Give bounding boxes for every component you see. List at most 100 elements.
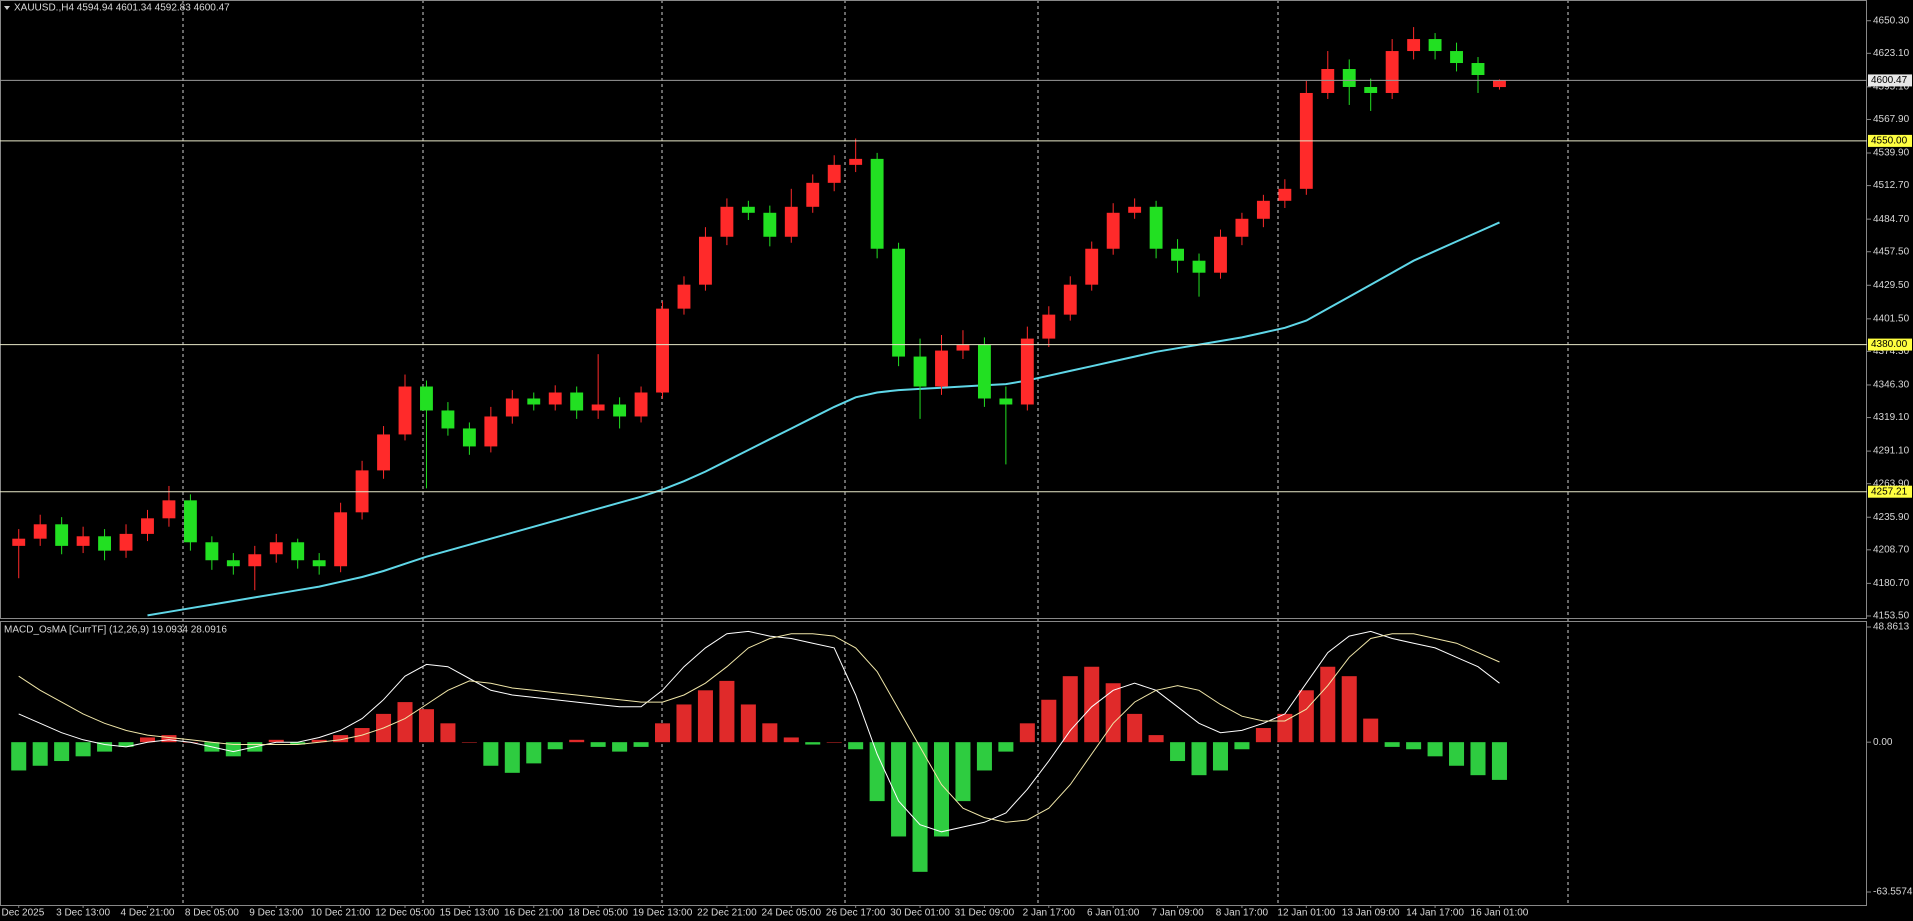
osma-bar	[590, 742, 606, 747]
price-level-label: 4600.47	[1871, 75, 1908, 86]
candle-body	[699, 236, 712, 285]
y-tick-label: 4539.90	[1873, 148, 1910, 159]
candle-body	[1450, 51, 1463, 64]
osma-bar	[1406, 742, 1422, 750]
x-tick-label: 2 Jan 17:00	[1023, 908, 1076, 919]
y-tick-label: 4263.90	[1873, 478, 1910, 489]
candle-body	[1256, 200, 1270, 219]
osma-bar	[268, 739, 284, 743]
candle-body	[398, 386, 412, 435]
menu-arrow[interactable]	[4, 6, 10, 10]
osma-bar	[225, 742, 241, 757]
macd-line	[18, 633, 1500, 823]
y-tick-label: 4180.70	[1873, 578, 1910, 589]
osma-bar	[912, 742, 928, 872]
y-tick-label: 4346.30	[1873, 380, 1910, 391]
candle-body	[977, 344, 991, 399]
price-level-box	[1868, 485, 1912, 498]
price-level-box	[1868, 134, 1912, 147]
x-tick-label: 19 Dec 13:00	[633, 908, 693, 919]
x-tick-label: 12 Dec 05:00	[375, 908, 435, 919]
osma-bar	[97, 742, 113, 752]
osma-bar	[311, 739, 327, 743]
y-tick-label: -63.5574	[1873, 887, 1913, 898]
candle-body	[484, 416, 498, 447]
candle-body	[205, 542, 219, 561]
osma-bar	[526, 742, 542, 764]
y-tick-label: 4208.70	[1873, 544, 1910, 555]
osma-bar	[1363, 718, 1379, 743]
y-tick-label: 4374.30	[1873, 346, 1910, 357]
candle-body	[1278, 188, 1292, 201]
candle-body	[763, 212, 777, 237]
osma-bar	[1191, 742, 1207, 776]
osma-bar	[32, 742, 48, 766]
x-tick-label: 22 Dec 21:00	[697, 908, 757, 919]
osma-bar	[805, 742, 821, 745]
osma-bar	[1320, 666, 1336, 743]
y-tick-label: 4623.10	[1873, 48, 1910, 59]
osma-bar	[1041, 699, 1057, 743]
osma-bar	[1255, 728, 1271, 743]
osma-bar	[569, 739, 585, 743]
candle-body	[1149, 206, 1163, 249]
y-tick-label: 48.8613	[1873, 622, 1910, 633]
x-tick-label: 26 Dec 17:00	[826, 908, 886, 919]
candle-body	[226, 560, 240, 567]
y-tick-label: 4484.70	[1873, 214, 1910, 225]
candle-body	[613, 404, 627, 417]
candle-body	[806, 182, 820, 207]
main-panel-frame	[0, 0, 1867, 619]
y-tick-label: 4457.50	[1873, 246, 1910, 257]
candle-body	[334, 512, 348, 567]
osma-bar	[719, 680, 735, 743]
candle-body	[1106, 212, 1120, 249]
x-tick-label: 18 Dec 05:00	[568, 908, 628, 919]
osma-bar	[1341, 676, 1357, 743]
y-tick-label: 4429.50	[1873, 280, 1910, 291]
osma-bar	[1084, 666, 1100, 743]
candle-body	[784, 206, 798, 237]
candle-body	[570, 392, 584, 411]
candle-body	[1493, 80, 1506, 88]
osma-bar	[955, 742, 971, 802]
x-tick-label: 30 Dec 01:00	[890, 908, 950, 919]
osma-bar	[118, 742, 134, 747]
osma-bar	[998, 742, 1014, 752]
price-level-label: 4257.21	[1871, 486, 1908, 497]
osma-bar	[504, 742, 520, 773]
x-tick-label: 3 Dec 13:00	[56, 908, 110, 919]
candle-body	[741, 206, 755, 213]
candle-body	[1342, 69, 1356, 87]
osma-bar	[1170, 742, 1186, 762]
osma-bar	[848, 742, 864, 750]
candle-body	[98, 536, 112, 551]
candle-body	[1020, 338, 1034, 405]
x-tick-label: 7 Jan 09:00	[1151, 908, 1204, 919]
osma-bar	[139, 737, 155, 743]
price-level-box	[1868, 74, 1912, 87]
candle-body	[656, 308, 669, 393]
candle-body	[1085, 248, 1099, 285]
x-tick-label: 2 Dec 2025	[0, 908, 45, 919]
osma-bar	[11, 742, 27, 771]
indicator-header: MACD_OsMA [CurrTF] (12,26,9) 19.0934 28.…	[4, 625, 227, 636]
osma-bar	[697, 690, 713, 743]
candle-body	[827, 164, 841, 183]
osma-bar	[1127, 713, 1143, 743]
osma-bar	[762, 723, 778, 743]
osma-bar	[461, 742, 477, 743]
y-tick-label: 4650.30	[1873, 15, 1910, 26]
candle-body	[55, 524, 69, 546]
candle-body	[248, 554, 262, 567]
osma-bar	[397, 702, 413, 743]
x-tick-label: 6 Jan 01:00	[1087, 908, 1140, 919]
x-tick-label: 10 Dec 21:00	[311, 908, 371, 919]
osma-panel-frame	[0, 621, 1867, 906]
candle-body	[33, 524, 47, 539]
candle-body	[1321, 69, 1335, 93]
osma-bar	[547, 742, 563, 750]
candle-body	[162, 500, 176, 519]
candle-body	[1214, 236, 1227, 273]
x-tick-label: 14 Jan 17:00	[1406, 908, 1464, 919]
